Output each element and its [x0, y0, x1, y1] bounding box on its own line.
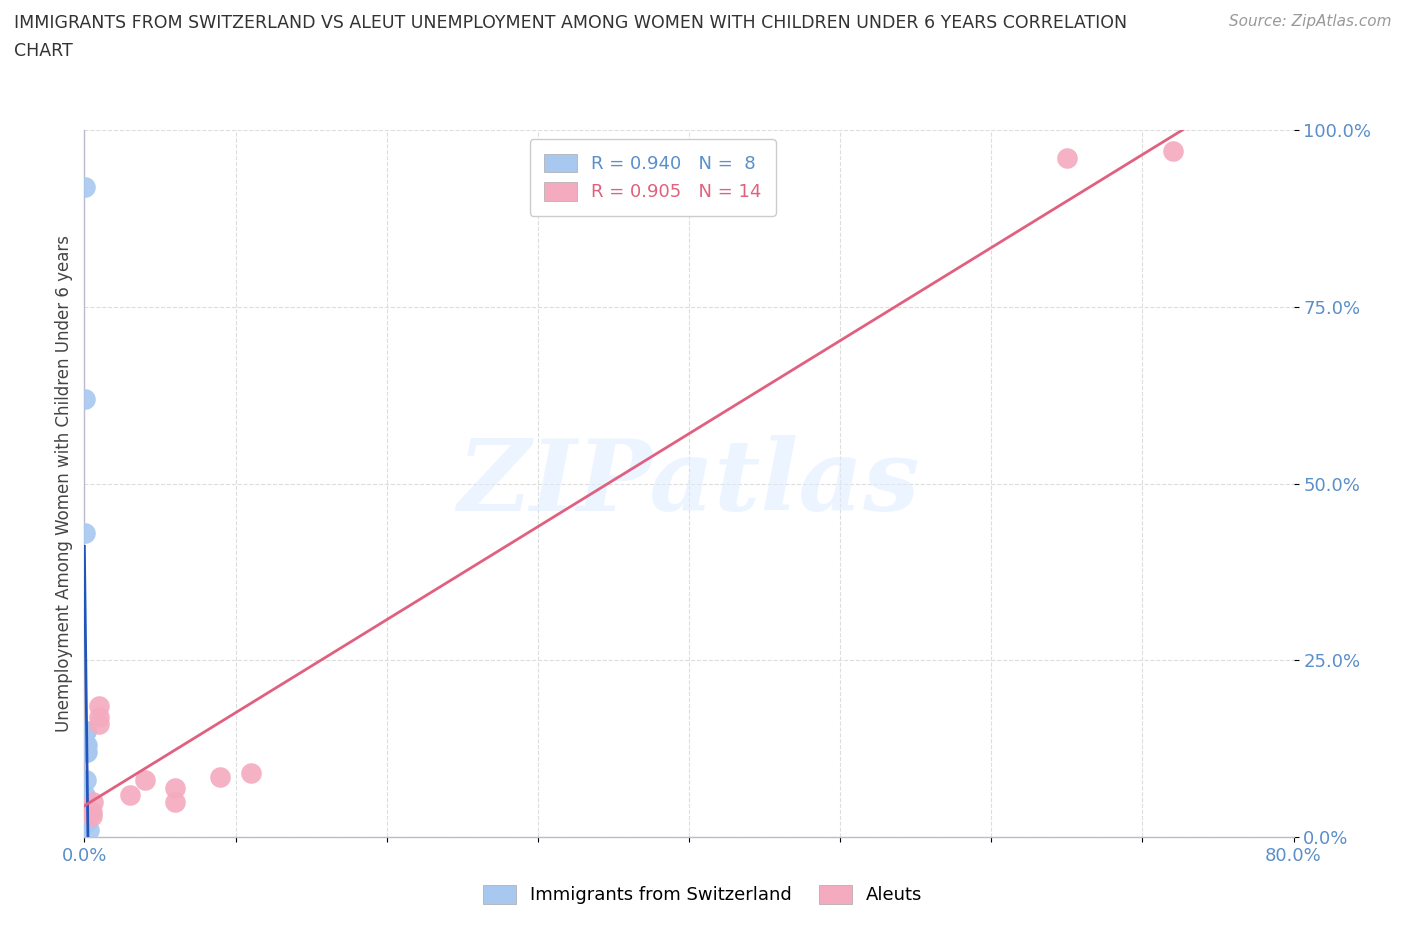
Point: [75, 773, 97, 788]
Point: [80, 804, 103, 819]
Point: [163, 794, 186, 809]
Point: [76, 745, 98, 760]
Point: [89, 710, 111, 724]
Point: [80, 808, 103, 823]
Point: [75, 525, 97, 540]
Point: [209, 769, 232, 784]
Point: [134, 773, 156, 788]
Point: [89, 698, 111, 713]
Y-axis label: Unemployment Among Women with Children Under 6 years: Unemployment Among Women with Children U…: [55, 235, 73, 732]
Point: [75, 724, 97, 738]
Point: [163, 780, 186, 795]
Point: [75, 737, 97, 752]
Point: [77, 822, 100, 837]
Point: [76, 737, 98, 752]
Point: [75, 745, 97, 760]
Point: [75, 787, 97, 802]
Point: [82, 794, 104, 809]
Point: [75, 808, 97, 823]
Point: [239, 766, 262, 781]
Point: [75, 392, 97, 406]
Point: [75, 724, 97, 738]
Point: [75, 816, 97, 830]
Text: CHART: CHART: [14, 42, 73, 60]
Point: [1161, 144, 1184, 159]
Point: [75, 179, 97, 194]
Text: Source: ZipAtlas.com: Source: ZipAtlas.com: [1229, 14, 1392, 29]
Point: [89, 716, 111, 731]
Text: IMMIGRANTS FROM SWITZERLAND VS ALEUT UNEMPLOYMENT AMONG WOMEN WITH CHILDREN UNDE: IMMIGRANTS FROM SWITZERLAND VS ALEUT UNE…: [14, 14, 1128, 32]
Point: [118, 787, 141, 802]
Text: ZIPatlas: ZIPatlas: [458, 435, 920, 532]
Legend: Immigrants from Switzerland, Aleuts: Immigrants from Switzerland, Aleuts: [477, 878, 929, 911]
Point: [1056, 151, 1078, 166]
Legend: R = 0.940   N =  8, R = 0.905   N = 14: R = 0.940 N = 8, R = 0.905 N = 14: [530, 140, 776, 216]
